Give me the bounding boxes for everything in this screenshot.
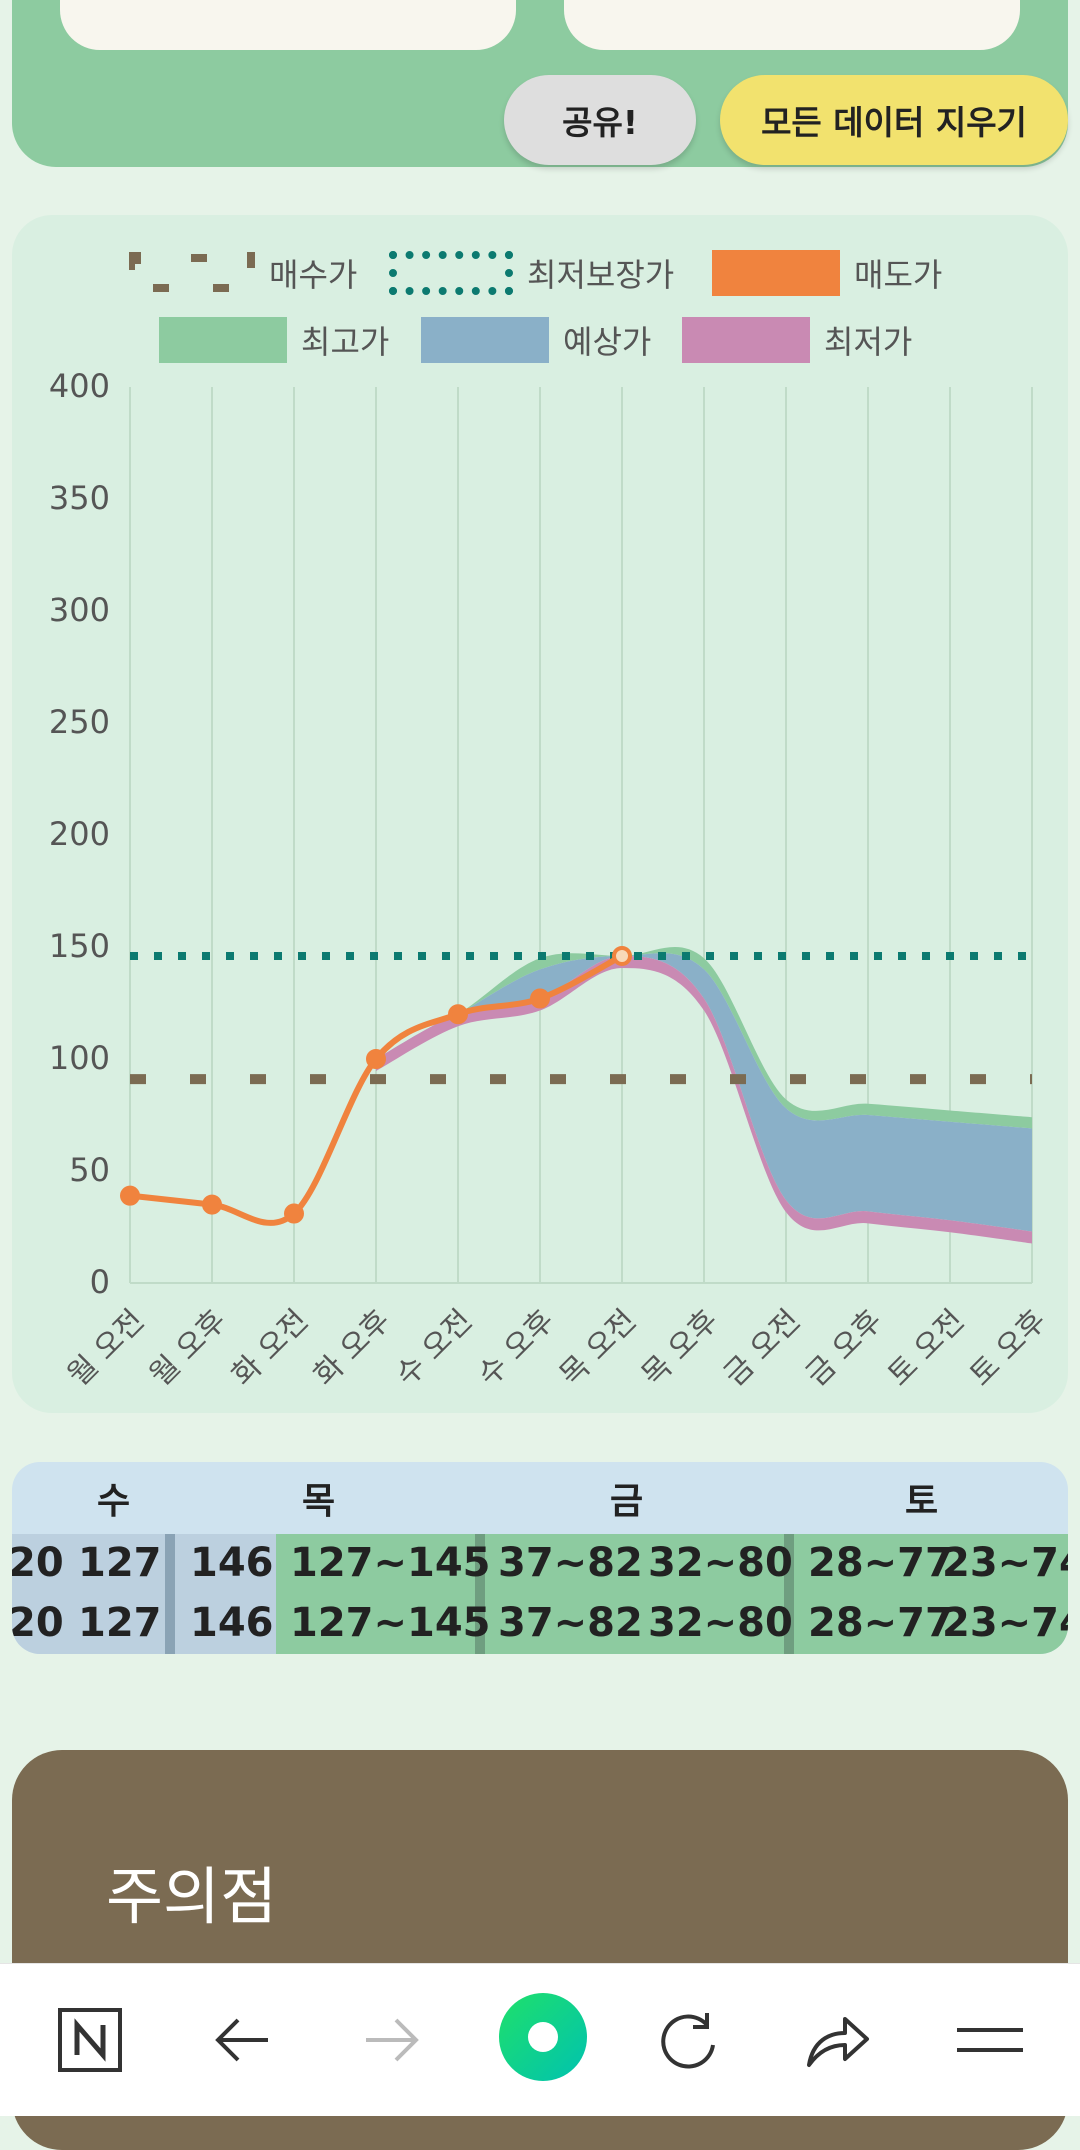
share-page-button[interactable] xyxy=(798,2000,878,2080)
table-cell: 32~80 xyxy=(648,1600,793,1646)
table-cell: 127~145 xyxy=(290,1540,491,1586)
legend-expected-label: 예상가 xyxy=(563,323,652,361)
table-divider xyxy=(165,1534,175,1654)
table-cell: 127 xyxy=(78,1540,162,1586)
refresh-button[interactable] xyxy=(648,2000,728,2080)
table-block-wed xyxy=(12,1534,276,1654)
share-arrow-icon xyxy=(807,2017,869,2067)
legend-buy-swatch xyxy=(129,252,255,292)
input-box-left[interactable] xyxy=(60,0,516,50)
table-cell: 20 xyxy=(12,1600,64,1646)
green-dot-button[interactable] xyxy=(498,1992,588,2082)
table-cell: 28~77 xyxy=(808,1540,953,1586)
sell-price-point xyxy=(284,1203,304,1224)
price-chart xyxy=(120,387,1033,1284)
forward-button[interactable] xyxy=(352,2000,432,2080)
y-tick-label: 250 xyxy=(48,703,110,741)
sell-price-point xyxy=(612,945,632,966)
legend-min-swatch xyxy=(682,317,810,363)
table-cell: 20 xyxy=(12,1540,64,1586)
notice-title: 주의점 xyxy=(106,1860,278,1933)
table-cell: 127 xyxy=(78,1600,162,1646)
legend-min-guarantee-label: 최저보장가 xyxy=(527,256,675,294)
legend-sell-swatch xyxy=(712,250,840,296)
table-cell: 23~74 xyxy=(942,1600,1068,1646)
table-cell: 37~82 xyxy=(498,1600,643,1646)
table-cell: 28~77 xyxy=(808,1600,953,1646)
legend-buy-label: 매수가 xyxy=(269,256,358,294)
legend-max-label: 최고가 xyxy=(301,323,390,361)
legend-sell-label: 매도가 xyxy=(854,256,943,294)
arrow-left-icon xyxy=(215,2018,268,2062)
table-divider xyxy=(475,1534,485,1654)
sell-price-point xyxy=(366,1049,386,1069)
legend-min: 최저가 xyxy=(682,317,912,363)
refresh-icon xyxy=(661,2013,715,2069)
sell-price-point xyxy=(448,1004,468,1025)
clear-all-button[interactable]: 모든 데이터 지우기 xyxy=(720,75,1068,165)
y-tick-label: 150 xyxy=(48,927,110,965)
legend-min-label: 최저가 xyxy=(824,323,913,361)
table-cell: 23~74 xyxy=(942,1540,1068,1586)
table-divider xyxy=(784,1534,794,1654)
browser-bottom-bar xyxy=(0,1963,1080,2116)
sell-price-point xyxy=(120,1185,140,1206)
legend-buy: 매수가 xyxy=(127,250,357,296)
input-box-right[interactable] xyxy=(564,0,1020,50)
legend-expected: 예상가 xyxy=(421,317,651,363)
table-block-range xyxy=(276,1534,1068,1654)
sell-price-point xyxy=(530,988,550,1009)
y-tick-label: 300 xyxy=(48,591,110,629)
y-tick-label: 350 xyxy=(48,479,110,517)
table-cell: 37~82 xyxy=(498,1540,643,1586)
green-dot-icon xyxy=(499,1993,587,2081)
legend-max-swatch xyxy=(159,317,287,363)
price-chart-card: 매수가 최저보장가 매도가 최고가 예상가 최저가 0 50 100 150 200 25… xyxy=(12,215,1068,1413)
table-day-wed: 수 xyxy=(97,1481,131,1522)
legend-expected-swatch xyxy=(421,317,549,363)
table-cell: 146 xyxy=(190,1540,274,1586)
table-day-fri: 금 xyxy=(610,1481,644,1522)
legend-max: 최고가 xyxy=(159,317,389,363)
menu-icon xyxy=(957,2028,1023,2052)
y-tick-label: 200 xyxy=(48,815,110,853)
price-table: 수 목 금 토 20 127 146 127~145 37~82 32~80 28~77 23… xyxy=(12,1462,1068,1654)
band-expected xyxy=(376,953,1032,1232)
y-tick-label: 400 xyxy=(48,367,110,405)
table-cell: 146 xyxy=(190,1600,274,1646)
naver-home-button[interactable] xyxy=(50,2000,130,2080)
y-tick-label: 50 xyxy=(69,1151,110,1189)
back-button[interactable] xyxy=(202,2000,282,2080)
sell-price-point xyxy=(202,1194,222,1215)
share-button[interactable]: 공유! xyxy=(504,75,696,165)
legend-sell: 매도가 xyxy=(712,250,942,296)
table-day-thu: 목 xyxy=(302,1481,336,1522)
table-cell: 32~80 xyxy=(648,1540,793,1586)
naver-icon xyxy=(58,2008,122,2072)
table-cell: 127~145 xyxy=(290,1600,491,1646)
y-tick-label: 0 xyxy=(89,1263,110,1301)
arrow-right-icon xyxy=(366,2018,419,2062)
legend-min-guarantee: 최저보장가 xyxy=(389,250,674,296)
menu-button[interactable] xyxy=(950,2000,1030,2080)
table-day-sat: 토 xyxy=(905,1481,939,1522)
y-tick-label: 100 xyxy=(48,1039,110,1077)
legend-min-guarantee-swatch xyxy=(389,251,513,295)
